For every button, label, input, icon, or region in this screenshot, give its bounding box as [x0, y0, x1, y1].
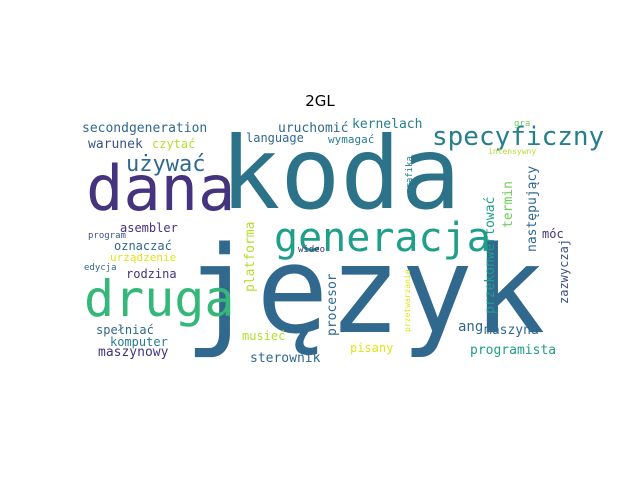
word-druga: druga: [84, 270, 235, 328]
word-secondgeneration: secondgeneration: [82, 121, 208, 136]
word-language: language: [246, 131, 304, 145]
word-dana: dana: [86, 152, 236, 225]
word-przetwarzanie: przetwarzanie: [403, 269, 412, 332]
word-urzadzenie: urządzenie: [110, 251, 177, 264]
word-wymagac: wymagać: [328, 133, 375, 146]
word-asembler: asembler: [120, 221, 178, 235]
word-czytac: czytać: [152, 137, 196, 151]
word-musiec: musieć: [242, 329, 286, 343]
word-ang: ang: [458, 319, 484, 335]
word-maszyna: maszyna: [484, 323, 539, 338]
chart-title: 2GL: [305, 92, 335, 110]
word-intensywny: intensywny: [488, 147, 537, 156]
word-oznaczac: oznaczać: [114, 239, 172, 253]
word-komputer: komputer: [110, 335, 168, 349]
word-cloud: język koda dana druga generacja specyfic…: [80, 115, 604, 366]
word-grafika: grafika: [405, 156, 415, 194]
word-warunek: warunek: [88, 137, 143, 152]
word-generacja: generacja: [274, 215, 491, 261]
word-koda: koda: [220, 115, 461, 232]
word-programista: programista: [470, 343, 557, 358]
word-jezyk: język: [184, 222, 546, 361]
word-spelniac: spełniać: [96, 323, 154, 337]
word-nastepujacy: następujący: [525, 165, 540, 252]
word-rodzina: rodzina: [126, 267, 177, 281]
word-uruchomic: uruchomić: [278, 121, 349, 136]
word-program: program: [88, 231, 126, 241]
word-platforma: platforma: [243, 221, 258, 292]
word-uzywac: używać: [126, 152, 206, 177]
word-gra: gra: [514, 119, 531, 129]
word-termin: termin: [501, 181, 516, 228]
word-procesor: procesor: [325, 273, 340, 336]
word-maszynowy: maszynowy: [98, 345, 169, 360]
word-kernelach: kernelach: [352, 117, 423, 132]
word-edycja: edycja: [84, 263, 117, 273]
word-wideo: wideo: [298, 245, 326, 255]
word-specyficzny: specyficzny: [432, 122, 605, 152]
word-zazwyczaj: zazwyczaj: [557, 238, 571, 304]
word-moc: móc: [542, 227, 564, 241]
word-sterownik: sterownik: [250, 351, 321, 366]
word-pisany: pisany: [350, 341, 394, 355]
word-przekonwertowac: przekonwertować: [483, 196, 498, 314]
